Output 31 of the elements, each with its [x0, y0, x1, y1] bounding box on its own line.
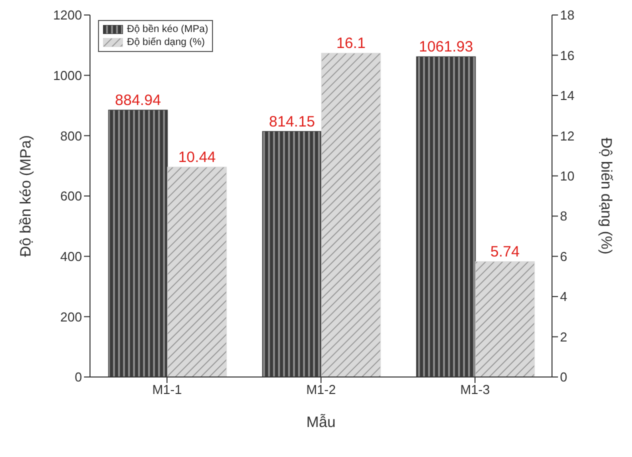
y2-tick-label: 2	[560, 329, 568, 344]
y-axis-title: Độ bền kéo (MPa)	[17, 135, 34, 257]
y2-tick-label: 4	[560, 289, 568, 304]
data-label: 16.1	[336, 35, 366, 52]
y2-axis-title: Độ biến dạng (%)	[598, 138, 615, 254]
y2-tick-label: 16	[560, 48, 574, 63]
legend-label: Độ biến dạng (%)	[127, 36, 205, 49]
y2-tick-label: 8	[560, 208, 568, 224]
y-tick-label: 1000	[53, 68, 82, 83]
y2-tick-label: 0	[560, 370, 568, 385]
y-tick-label: 600	[60, 188, 82, 204]
x-tick-label: M1-1	[152, 382, 182, 398]
y2-tick-label: 18	[560, 8, 574, 23]
y-tick-label: 1200	[53, 8, 82, 23]
data-label: 814.15	[269, 113, 315, 130]
x-tick-label: M1-2	[306, 382, 336, 398]
y-tick-label: 400	[60, 248, 82, 264]
y-tick-label: 0	[74, 370, 82, 385]
x-tick-label: M1-3	[460, 382, 490, 398]
data-label: 10.44	[178, 149, 216, 166]
y2-tick-label: 12	[560, 128, 574, 144]
y2-tick-label: 6	[560, 248, 568, 264]
legend-label: Độ bền kéo (MPa)	[127, 23, 208, 36]
y2-tick-label: 10	[560, 168, 574, 184]
data-label: 1061.93	[418, 38, 474, 56]
data-label: 884.94	[115, 92, 161, 110]
y-tick-label: 200	[60, 309, 82, 324]
x-axis-title: Mẫu	[306, 414, 336, 431]
data-label: 5.74	[490, 244, 520, 261]
y2-tick-label: 14	[560, 88, 574, 104]
y-tick-label: 800	[60, 128, 82, 144]
